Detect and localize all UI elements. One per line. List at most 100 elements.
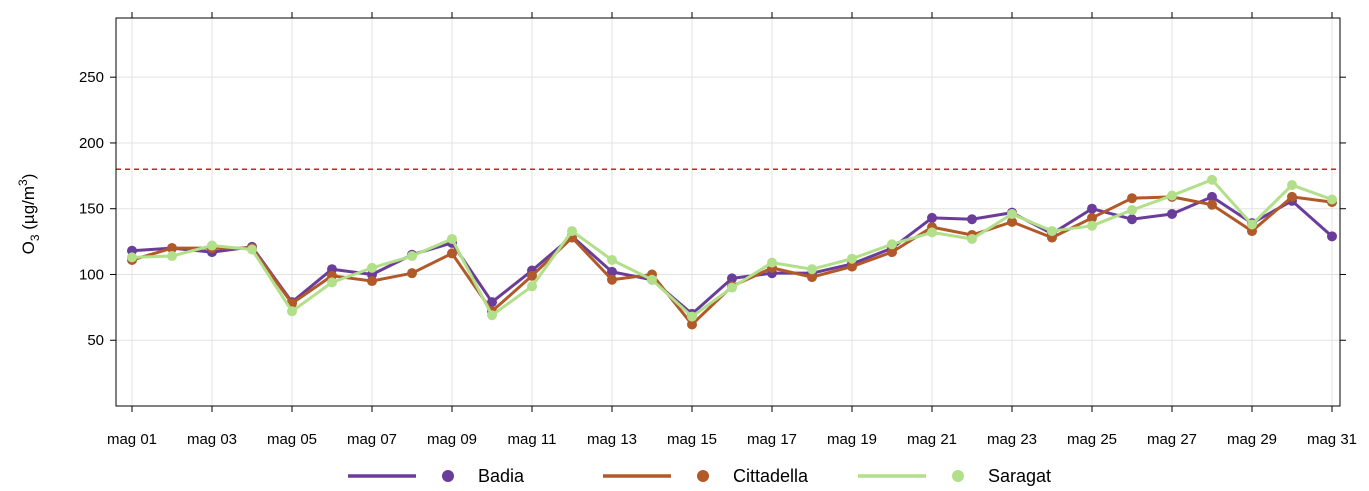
data-point xyxy=(1087,203,1097,214)
data-point xyxy=(1087,220,1097,231)
y-tick-label: 250 xyxy=(79,69,104,86)
data-point xyxy=(847,261,857,272)
x-tick-label: mag 21 xyxy=(907,431,957,448)
data-point xyxy=(1327,231,1337,242)
data-point xyxy=(167,243,177,254)
data-point xyxy=(1207,191,1217,202)
data-point xyxy=(607,274,617,285)
data-point xyxy=(407,268,417,279)
data-point xyxy=(967,214,977,225)
data-point xyxy=(487,297,497,308)
data-point xyxy=(1207,174,1217,185)
y-label-unit-close: ) xyxy=(19,174,38,180)
series-line xyxy=(131,178,1333,319)
data-point xyxy=(727,273,737,284)
data-point xyxy=(1047,226,1057,237)
series-saragat xyxy=(127,174,1337,322)
data-point xyxy=(727,282,737,293)
data-point xyxy=(1167,190,1177,201)
data-point xyxy=(607,255,617,266)
x-tick-label: mag 17 xyxy=(747,431,797,448)
data-point xyxy=(167,251,177,262)
x-tick-label: mag 27 xyxy=(1147,431,1197,448)
data-point xyxy=(567,226,577,237)
data-point xyxy=(1127,193,1137,204)
data-point xyxy=(687,311,697,322)
data-point xyxy=(207,240,217,251)
x-tick-label: mag 13 xyxy=(587,431,637,448)
data-point xyxy=(1007,216,1017,227)
y-label-base: O xyxy=(19,241,38,254)
legend-item-saragat: Saragat xyxy=(858,466,1051,486)
legend: Badia Cittadella Saragat xyxy=(348,466,1051,486)
data-point xyxy=(447,248,457,259)
legend-item-cittadella: Cittadella xyxy=(603,466,809,486)
data-point xyxy=(687,319,697,330)
x-tick-label: mag 09 xyxy=(427,431,477,448)
x-tick-label: mag 01 xyxy=(107,431,157,448)
data-point xyxy=(807,264,817,275)
legend-label: Saragat xyxy=(988,466,1051,486)
y-label-unit-open: (µg/m xyxy=(19,186,38,235)
data-point xyxy=(887,239,897,250)
data-point xyxy=(127,252,137,263)
series-group xyxy=(127,174,1337,330)
y-tick-label: 200 xyxy=(79,135,104,152)
legend-item-badia: Badia xyxy=(348,466,525,486)
data-point xyxy=(847,253,857,264)
x-tick-label: mag 07 xyxy=(347,431,397,448)
data-point xyxy=(1007,208,1017,219)
y-tick-label: 150 xyxy=(79,201,104,218)
x-tick-label: mag 31 xyxy=(1307,431,1357,448)
x-tick-label: mag 15 xyxy=(667,431,717,448)
data-point xyxy=(887,247,897,258)
data-point xyxy=(647,274,657,285)
data-point xyxy=(1167,208,1177,219)
plot-frame xyxy=(115,17,1341,407)
y-axis: 50 100 150 200 250 xyxy=(79,69,1346,349)
data-point xyxy=(807,272,817,283)
data-point xyxy=(1207,199,1217,210)
y-label-subscript: 3 xyxy=(28,234,42,241)
data-point xyxy=(527,270,537,281)
x-tick-label: mag 19 xyxy=(827,431,877,448)
data-point xyxy=(1087,212,1097,223)
data-point xyxy=(1327,194,1337,205)
data-point xyxy=(447,233,457,244)
legend-point-swatch xyxy=(442,470,454,482)
legend-label: Cittadella xyxy=(733,466,809,486)
series-cittadella xyxy=(127,191,1337,330)
data-point xyxy=(967,233,977,244)
x-tick-label: mag 29 xyxy=(1227,431,1277,448)
data-point xyxy=(767,257,777,268)
x-tick-label: mag 05 xyxy=(267,431,317,448)
data-point xyxy=(367,262,377,273)
x-tick-label: mag 23 xyxy=(987,431,1037,448)
data-point xyxy=(607,266,617,277)
data-point xyxy=(927,212,937,223)
data-point xyxy=(327,277,337,288)
x-tick-label: mag 11 xyxy=(508,431,557,448)
y-label-superscript: 3 xyxy=(16,179,30,186)
data-point xyxy=(527,281,537,292)
legend-point-swatch xyxy=(952,470,964,482)
data-point xyxy=(1287,191,1297,202)
y-axis-label: O3 (µg/m3) xyxy=(16,174,42,255)
data-point xyxy=(247,244,257,255)
data-point xyxy=(1127,205,1137,216)
data-point xyxy=(407,251,417,262)
data-point xyxy=(1127,214,1137,225)
legend-point-swatch xyxy=(697,470,709,482)
x-tick-label: mag 03 xyxy=(187,431,237,448)
data-point xyxy=(487,310,497,321)
x-tick-label: mag 25 xyxy=(1067,431,1117,448)
data-point xyxy=(1247,219,1257,230)
data-point xyxy=(367,276,377,287)
data-point xyxy=(287,306,297,317)
x-axis: mag 01 mag 03 mag 05 mag 07 mag 09 mag 11 mag … xyxy=(107,12,1357,448)
y-tick-label: 100 xyxy=(79,266,104,283)
y-tick-label: 50 xyxy=(87,332,104,349)
legend-label: Badia xyxy=(478,466,525,486)
data-point xyxy=(1287,180,1297,191)
